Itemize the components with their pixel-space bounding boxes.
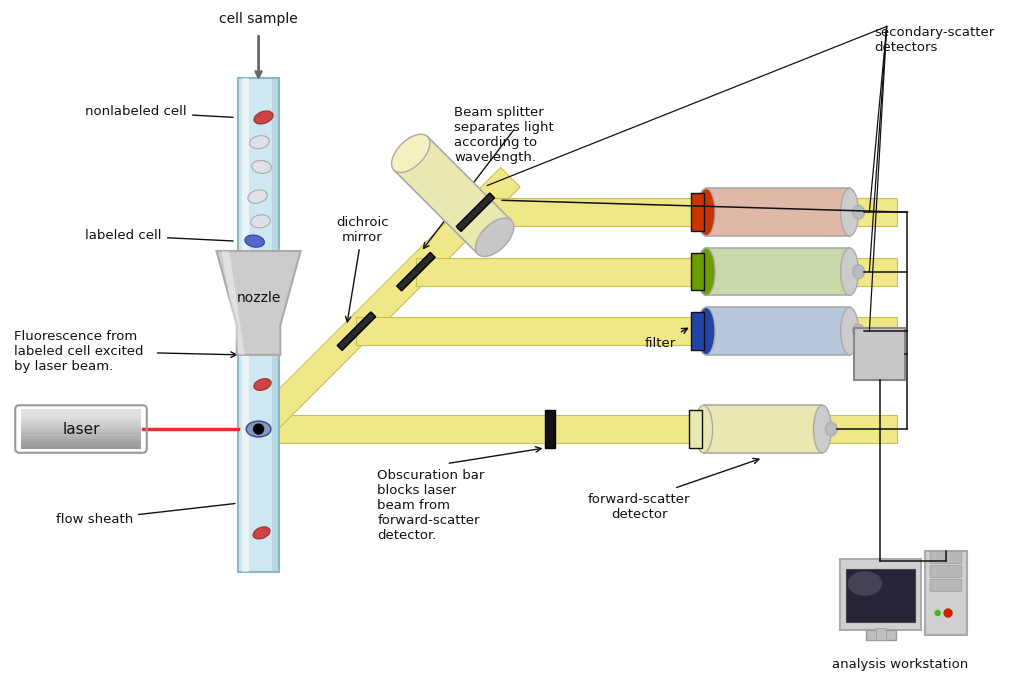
Bar (691, 253, 705, 290)
Bar (840, 559, 922, 630)
Bar (846, 569, 915, 622)
Bar (22, 429, 141, 432)
Bar (854, 328, 905, 379)
Text: Beam splitter
separates light
according to
wavelength.: Beam splitter separates light according … (455, 105, 554, 164)
Polygon shape (221, 251, 245, 355)
Ellipse shape (252, 160, 271, 173)
Bar (22, 439, 141, 443)
Circle shape (944, 609, 952, 617)
Ellipse shape (254, 111, 273, 124)
Text: Fluorescence from
labeled cell excited
by laser beam.: Fluorescence from labeled cell excited b… (14, 330, 143, 373)
Bar (22, 412, 141, 416)
Ellipse shape (853, 206, 864, 219)
Bar (416, 258, 897, 286)
Circle shape (254, 424, 263, 434)
Ellipse shape (853, 265, 864, 279)
Bar (926, 551, 967, 635)
Ellipse shape (391, 134, 430, 173)
Ellipse shape (694, 406, 713, 453)
Bar (707, 248, 850, 295)
Polygon shape (396, 253, 435, 291)
Text: flow sheath: flow sheath (55, 503, 236, 526)
Bar (707, 308, 850, 355)
FancyBboxPatch shape (930, 566, 962, 577)
Text: filter: filter (644, 337, 676, 350)
Bar (876, 628, 886, 640)
Ellipse shape (697, 248, 715, 295)
Ellipse shape (853, 324, 864, 338)
Text: nozzle: nozzle (237, 291, 281, 305)
Text: laser: laser (62, 421, 99, 436)
Polygon shape (216, 251, 301, 355)
Text: secondary-scatter
detectors: secondary-scatter detectors (873, 27, 994, 55)
Bar (703, 406, 822, 453)
Ellipse shape (841, 248, 858, 295)
Bar (546, 410, 555, 448)
Bar (22, 409, 141, 412)
Ellipse shape (245, 235, 264, 247)
Bar (475, 199, 897, 226)
Text: dichroic
mirror: dichroic mirror (336, 216, 389, 322)
Polygon shape (337, 312, 376, 350)
Ellipse shape (697, 188, 715, 236)
Polygon shape (249, 167, 520, 439)
FancyBboxPatch shape (930, 551, 962, 564)
Text: analysis workstation: analysis workstation (833, 658, 969, 671)
Ellipse shape (848, 571, 883, 596)
Bar (22, 443, 141, 445)
Bar (22, 416, 141, 419)
Bar (22, 445, 141, 449)
Polygon shape (456, 193, 495, 232)
Bar (242, 78, 249, 573)
Bar (272, 78, 280, 573)
Bar (707, 188, 850, 236)
Text: labeled cell: labeled cell (85, 229, 233, 242)
Bar (691, 193, 705, 231)
Bar (356, 317, 897, 345)
Text: forward-scatter
detector: forward-scatter detector (588, 493, 690, 521)
Bar (22, 426, 141, 429)
Bar (22, 419, 141, 423)
Ellipse shape (251, 215, 270, 228)
Ellipse shape (841, 308, 858, 355)
Polygon shape (394, 136, 511, 254)
Ellipse shape (697, 308, 715, 355)
Bar (689, 410, 701, 448)
Bar (238, 78, 280, 573)
Bar (259, 415, 897, 443)
Bar (22, 436, 141, 439)
Bar (22, 432, 141, 436)
Ellipse shape (825, 422, 838, 436)
Ellipse shape (475, 218, 514, 256)
Bar (866, 630, 896, 640)
FancyBboxPatch shape (930, 580, 962, 591)
Ellipse shape (250, 136, 269, 149)
Bar (22, 423, 141, 426)
Ellipse shape (841, 188, 858, 236)
Text: Obscuration bar
blocks laser
beam from
forward-scatter
detector.: Obscuration bar blocks laser beam from f… (377, 469, 484, 542)
Ellipse shape (248, 190, 267, 203)
Ellipse shape (246, 421, 271, 437)
Ellipse shape (254, 379, 271, 390)
Circle shape (935, 610, 940, 616)
Text: cell sample: cell sample (219, 12, 298, 27)
Ellipse shape (813, 406, 831, 453)
Ellipse shape (253, 527, 270, 539)
Bar (691, 312, 705, 350)
Text: nonlabeled cell: nonlabeled cell (85, 105, 233, 119)
